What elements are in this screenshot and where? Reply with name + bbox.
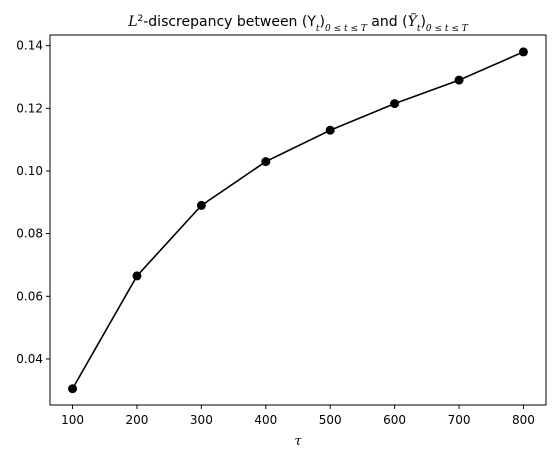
x-tick-label: 800 bbox=[512, 413, 535, 427]
y-tick-label: 0.12 bbox=[16, 101, 43, 115]
chart-title: L2-discrepancy between (Yt)0 ≤ t ≤ T and… bbox=[127, 12, 469, 34]
data-point bbox=[196, 200, 206, 210]
data-point bbox=[325, 125, 335, 135]
data-point bbox=[132, 271, 142, 281]
y-tick-label: 0.08 bbox=[16, 227, 43, 241]
x-tick-label: 400 bbox=[254, 413, 277, 427]
series-line bbox=[71, 51, 524, 390]
x-tick-label: 600 bbox=[383, 413, 406, 427]
x-axis: 100 200 300 400 500 600 700 800 bbox=[61, 405, 535, 427]
y-tick-label: 0.06 bbox=[16, 289, 43, 303]
x-axis-label: τ bbox=[294, 434, 302, 449]
x-tick-label: 500 bbox=[319, 413, 342, 427]
y-axis: 0.04 0.06 0.08 0.10 0.12 0.14 bbox=[16, 39, 50, 366]
data-point bbox=[454, 75, 464, 85]
data-point bbox=[68, 384, 78, 394]
y-tick-label: 0.04 bbox=[16, 352, 43, 366]
x-tick-label: 700 bbox=[448, 413, 471, 427]
y-tick-label: 0.14 bbox=[16, 39, 43, 53]
data-point bbox=[390, 99, 400, 109]
x-tick-label: 100 bbox=[61, 413, 84, 427]
y-tick-label: 0.10 bbox=[16, 164, 43, 178]
series-layer bbox=[68, 47, 528, 394]
data-point bbox=[261, 157, 271, 167]
x-tick-label: 300 bbox=[190, 413, 213, 427]
data-point bbox=[518, 47, 528, 57]
plot-area bbox=[49, 34, 547, 406]
x-tick-label: 200 bbox=[126, 413, 149, 427]
